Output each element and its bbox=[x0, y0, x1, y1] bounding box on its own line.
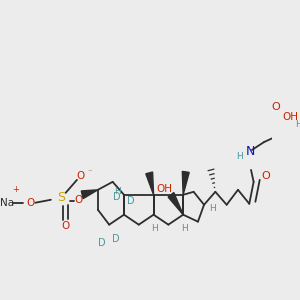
Text: H: H bbox=[209, 204, 216, 213]
Text: O: O bbox=[261, 171, 270, 181]
Text: O: O bbox=[61, 220, 70, 231]
Text: D: D bbox=[113, 192, 121, 202]
Polygon shape bbox=[146, 172, 154, 195]
Text: S: S bbox=[57, 191, 65, 204]
Text: H: H bbox=[151, 224, 158, 233]
Text: N: N bbox=[245, 146, 255, 158]
Text: D: D bbox=[127, 196, 135, 206]
Text: O: O bbox=[271, 102, 280, 112]
Text: D: D bbox=[98, 238, 106, 248]
Text: H: H bbox=[296, 120, 300, 129]
Polygon shape bbox=[81, 190, 98, 199]
Polygon shape bbox=[168, 193, 183, 215]
Polygon shape bbox=[182, 171, 189, 195]
Text: H: H bbox=[114, 187, 120, 196]
Text: O: O bbox=[76, 171, 85, 181]
Text: OH: OH bbox=[282, 112, 298, 122]
Text: ⁻: ⁻ bbox=[87, 167, 92, 176]
Text: O: O bbox=[26, 198, 34, 208]
Text: +: + bbox=[13, 185, 20, 194]
Text: H: H bbox=[182, 224, 188, 233]
Text: O: O bbox=[75, 195, 83, 205]
Text: Na: Na bbox=[0, 198, 14, 208]
Text: D: D bbox=[112, 234, 120, 244]
Text: OH: OH bbox=[156, 184, 172, 194]
Text: H: H bbox=[236, 152, 243, 161]
